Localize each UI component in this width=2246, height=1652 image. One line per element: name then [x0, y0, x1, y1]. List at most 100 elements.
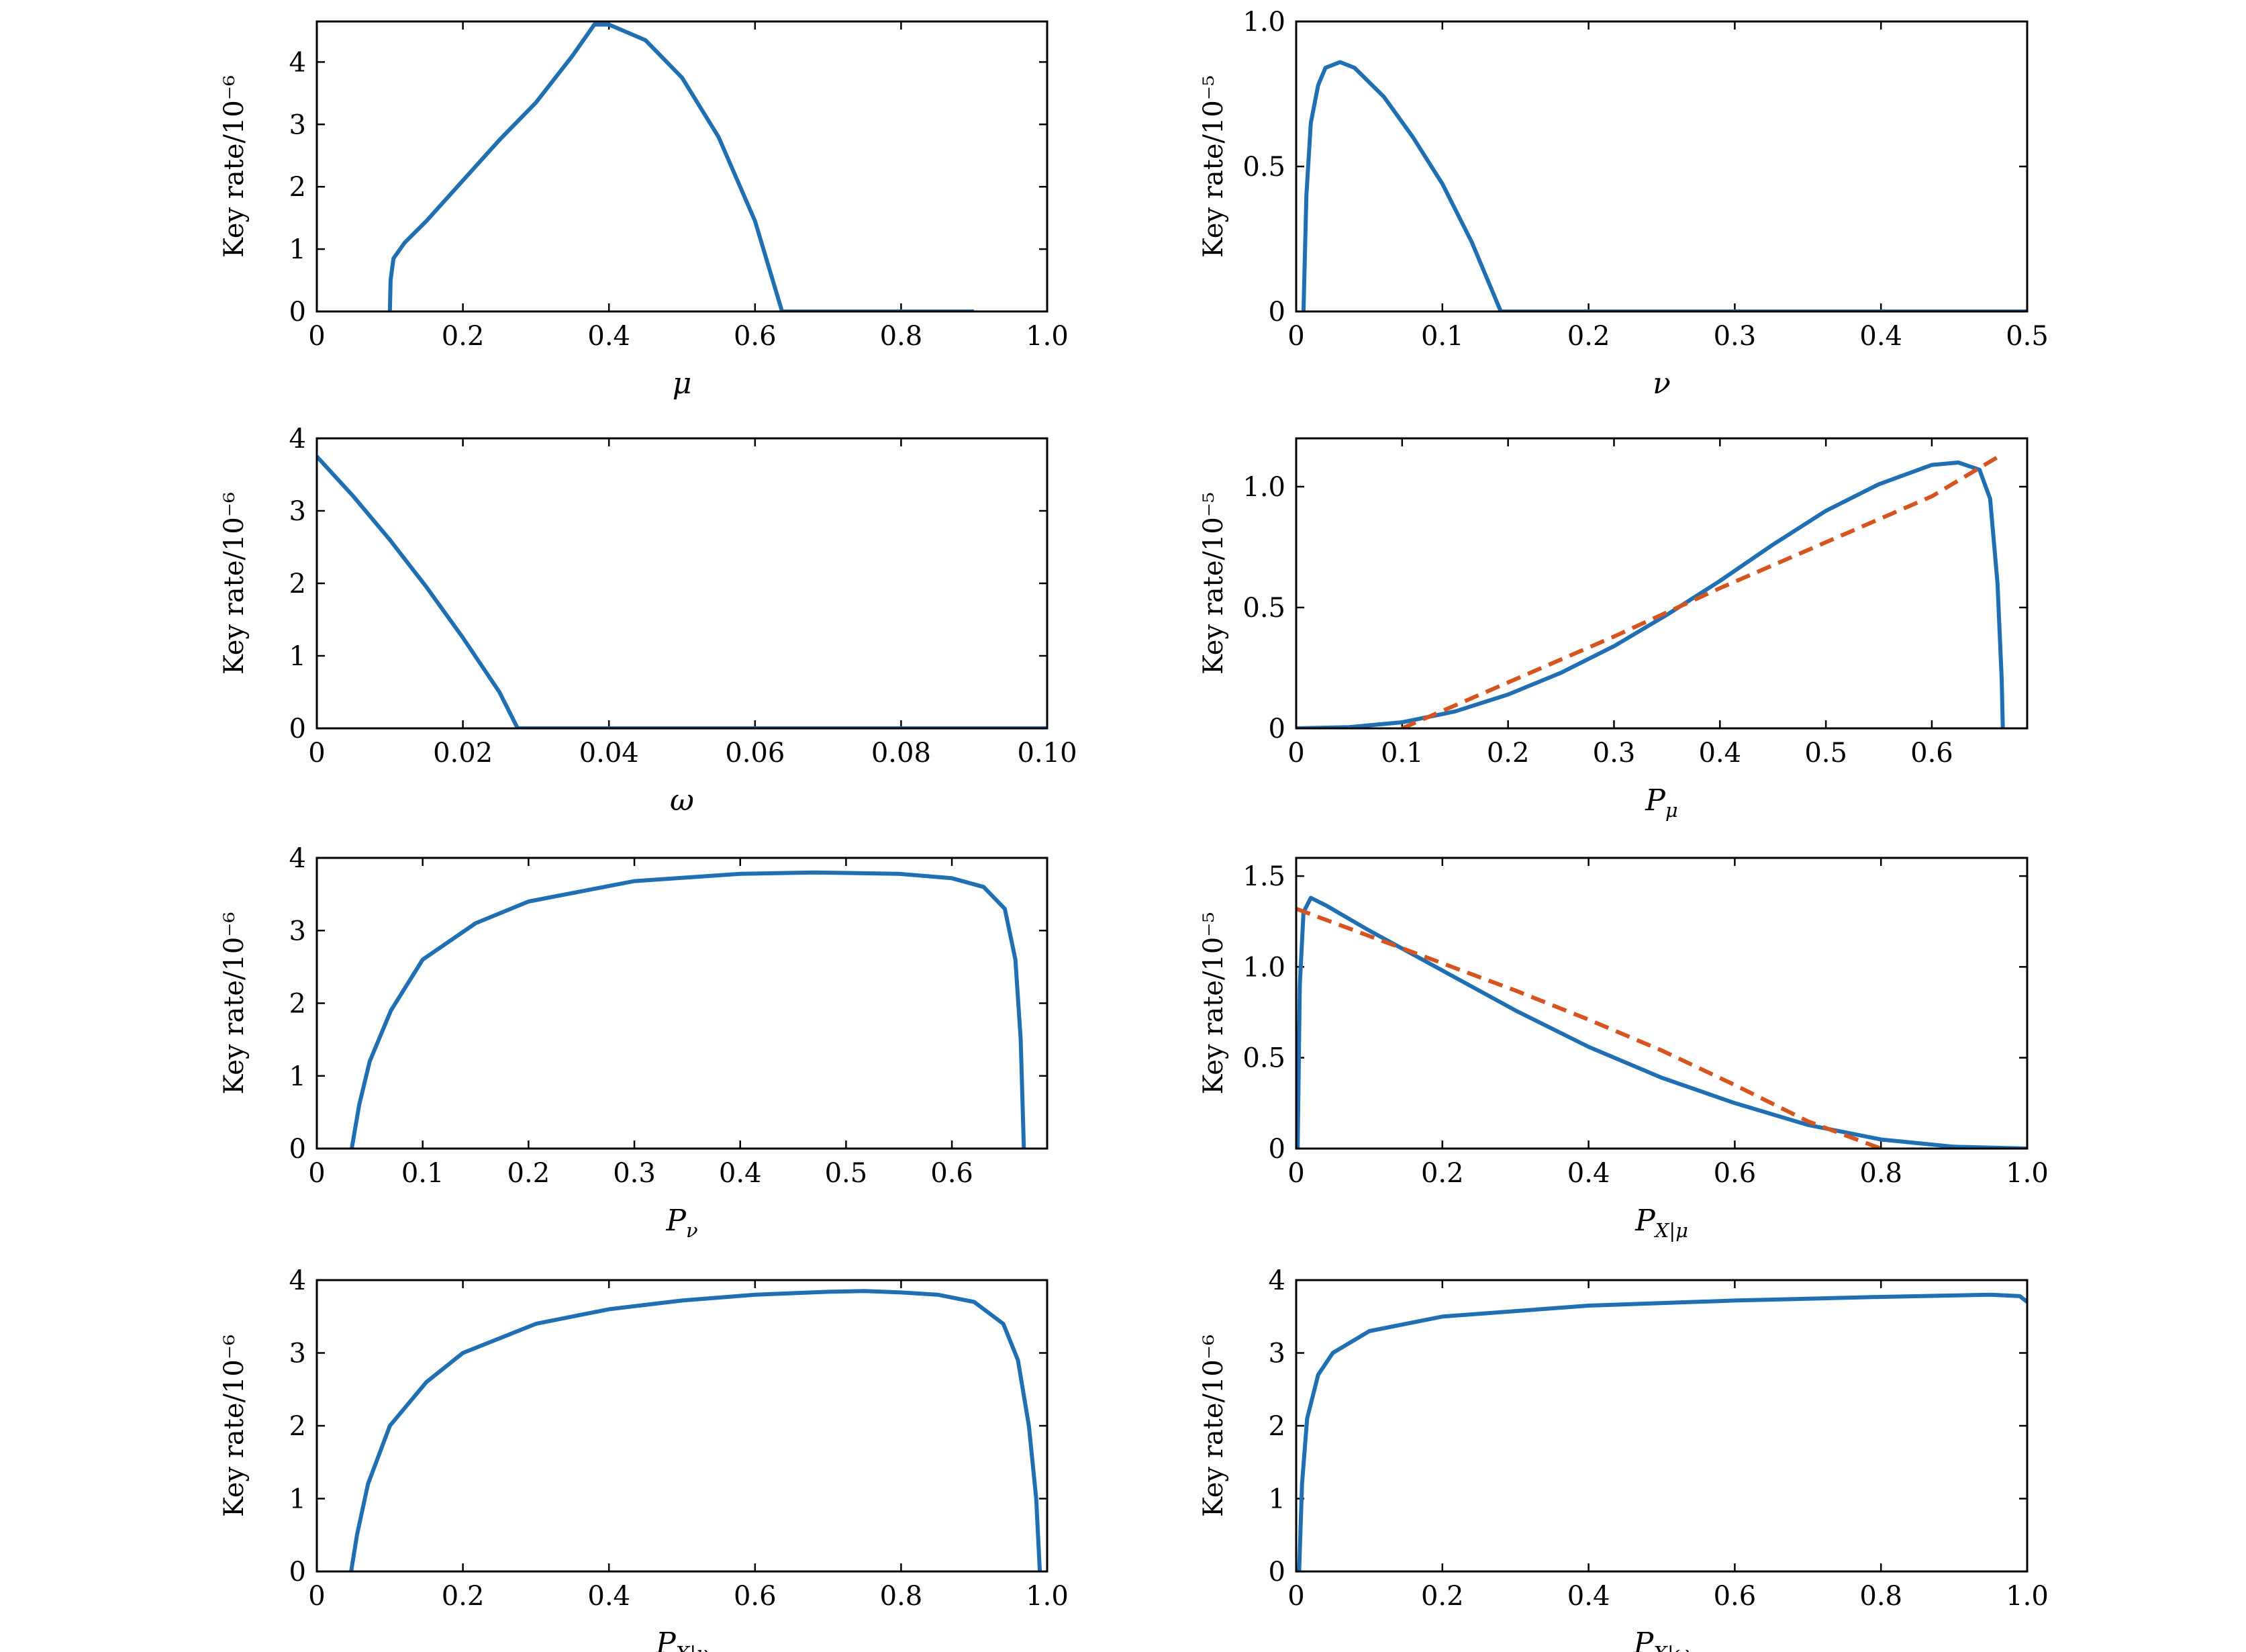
x-tick-label: 0.2: [442, 321, 485, 352]
x-tick-label: 0.04: [579, 738, 639, 769]
x-tick-label: 0.6: [1714, 1158, 1757, 1189]
x-tick-label: 0.06: [725, 738, 785, 769]
x-tick-label: 0.1: [1381, 738, 1424, 769]
plot-frame: [1295, 857, 2029, 1150]
y-tick-label: 4: [289, 424, 306, 454]
solid-series-line: [1296, 460, 2005, 728]
y-tick-label: 3: [289, 496, 306, 527]
y-tick-label: 0: [289, 297, 306, 328]
chart-panel-4: 0 0.1 0.2 0.3 0.4 0.5 0.6 0 0.5 1.0 Pμ Key rate/10⁻…: [1198, 437, 2029, 822]
plot-frame: [315, 20, 1048, 313]
x-tick-label: 0.4: [587, 321, 630, 352]
y-tick-label: 1.0: [1242, 472, 1285, 503]
y-tick-label: 1: [289, 1484, 306, 1515]
x-tick-label: 0: [1287, 738, 1304, 769]
x-tick-label: 0.6: [1910, 738, 1953, 769]
y-tick-label: 2: [289, 172, 306, 203]
plot-frame: [1295, 20, 2029, 313]
y-tick-label: 0: [1269, 714, 1285, 744]
x-axis-label: Pμ: [1645, 783, 1677, 822]
solid-series-line: [317, 454, 1047, 728]
x-tick-label: 0.2: [507, 1158, 550, 1189]
x-tick-label: 0.6: [930, 1158, 973, 1189]
y-axis-label: Key rate/10⁻⁶: [219, 912, 250, 1094]
dashed-series-line: [1296, 906, 1882, 1149]
x-tick-label: 1.0: [2006, 1158, 2049, 1189]
x-tick-label: 0.8: [1859, 1581, 1902, 1612]
x-tick-label: 0.8: [880, 321, 923, 352]
chart-panel-8: 0 0.2 0.4 0.6 0.8 1.0 0 1 2 3 4 PX|ω Key rate/10⁻⁶: [1198, 1265, 2049, 1652]
x-tick-label: 0.1: [1421, 321, 1464, 352]
x-tick-label: 0: [308, 321, 325, 352]
x-tick-label: 0.6: [734, 321, 777, 352]
y-tick-label: 0.5: [1242, 152, 1285, 183]
y-tick-label: 1: [289, 1061, 306, 1092]
dashed-series-line: [1401, 453, 2002, 728]
y-tick-label: 4: [289, 1265, 306, 1296]
x-tick-label: 0.5: [2006, 321, 2049, 352]
y-tick-label: 1.5: [1242, 861, 1285, 892]
solid-series-line: [1296, 895, 2027, 1149]
x-tick-label: 0.4: [1567, 1158, 1610, 1189]
x-tick-label: 0.4: [719, 1158, 762, 1189]
x-tick-label: 0.5: [1804, 738, 1847, 769]
chart-panel-6: 0 0.2 0.4 0.6 0.8 1.0 0 0.5 1.0 1.5 PX|μ Key rate/1…: [1198, 857, 2049, 1242]
y-axis-label: Key rate/10⁻⁵: [1198, 492, 1229, 675]
x-tick-label: 1.0: [2006, 1581, 2049, 1612]
x-tick-label: 0: [1287, 1158, 1304, 1189]
x-tick-label: 0.3: [1593, 738, 1636, 769]
y-tick-label: 2: [289, 989, 306, 1020]
y-tick-label: 1.0: [1242, 7, 1285, 38]
chart-panel-5: 0 0.1 0.2 0.3 0.4 0.5 0.6 0 1 2 3 4 Pν Key rate/10⁻⁶: [219, 843, 1048, 1242]
chart-panel-7: 0 0.2 0.4 0.6 0.8 1.0 0 1 2 3 4 PX|ν Key rate/10⁻⁶: [219, 1265, 1069, 1652]
x-tick-label: 0.4: [1698, 738, 1741, 769]
x-tick-label: 0.2: [1487, 738, 1530, 769]
y-tick-label: 1.0: [1242, 952, 1285, 983]
x-tick-label: 1.0: [1026, 321, 1069, 352]
x-axis-label: ω: [670, 783, 694, 818]
y-axis-label: Key rate/10⁻⁵: [1198, 75, 1229, 258]
y-tick-label: 2: [289, 1411, 306, 1442]
x-tick-label: 0.2: [1567, 321, 1610, 352]
y-tick-label: 0: [289, 1557, 306, 1588]
x-tick-label: 0.08: [871, 738, 931, 769]
plot-frame: [1295, 437, 2029, 730]
x-tick-label: 0.2: [1421, 1581, 1464, 1612]
y-tick-label: 0: [289, 714, 306, 744]
solid-series-line: [387, 22, 975, 311]
x-tick-label: 0: [1287, 1581, 1304, 1612]
y-tick-label: 2: [289, 569, 306, 599]
x-tick-label: 0: [308, 1581, 325, 1612]
y-tick-label: 2: [1269, 1411, 1285, 1442]
chart-panel-2: 0 0.1 0.2 0.3 0.4 0.5 0 0.5 1.0 ν Key rate/10⁻⁵: [1198, 7, 2049, 401]
x-tick-label: 0.6: [1714, 1581, 1757, 1612]
x-axis-label: PX|ω: [1633, 1626, 1690, 1652]
plot-frame: [1295, 1279, 2029, 1573]
x-tick-label: 0: [308, 1158, 325, 1189]
x-axis-label: PX|ν: [655, 1626, 708, 1652]
x-axis-label: ν: [1653, 367, 1671, 401]
x-axis-label: Pν: [665, 1204, 697, 1242]
y-axis-label: Key rate/10⁻⁵: [1198, 912, 1229, 1094]
x-tick-label: 1.0: [1026, 1581, 1069, 1612]
x-tick-label: 0.3: [1714, 321, 1757, 352]
x-tick-label: 0.2: [1421, 1158, 1464, 1189]
x-tick-label: 0.4: [1859, 321, 1902, 352]
x-tick-label: 0.1: [401, 1158, 444, 1189]
solid-series-line: [350, 870, 1026, 1149]
x-axis-label: PX|μ: [1634, 1204, 1688, 1242]
y-tick-label: 4: [289, 47, 306, 78]
x-tick-label: 0: [308, 738, 325, 769]
y-tick-label: 0: [289, 1134, 306, 1165]
y-tick-label: 3: [289, 916, 306, 946]
y-tick-label: 1: [289, 234, 306, 265]
plot-frame: [315, 1279, 1048, 1573]
y-tick-label: 0: [1269, 1134, 1285, 1165]
y-axis-label: Key rate/10⁻⁶: [219, 1334, 250, 1517]
y-tick-label: 3: [1269, 1339, 1285, 1369]
x-tick-label: 0.8: [880, 1581, 923, 1612]
x-tick-label: 0: [1287, 321, 1304, 352]
plot-frame: [315, 437, 1048, 730]
x-tick-label: 0.4: [587, 1581, 630, 1612]
